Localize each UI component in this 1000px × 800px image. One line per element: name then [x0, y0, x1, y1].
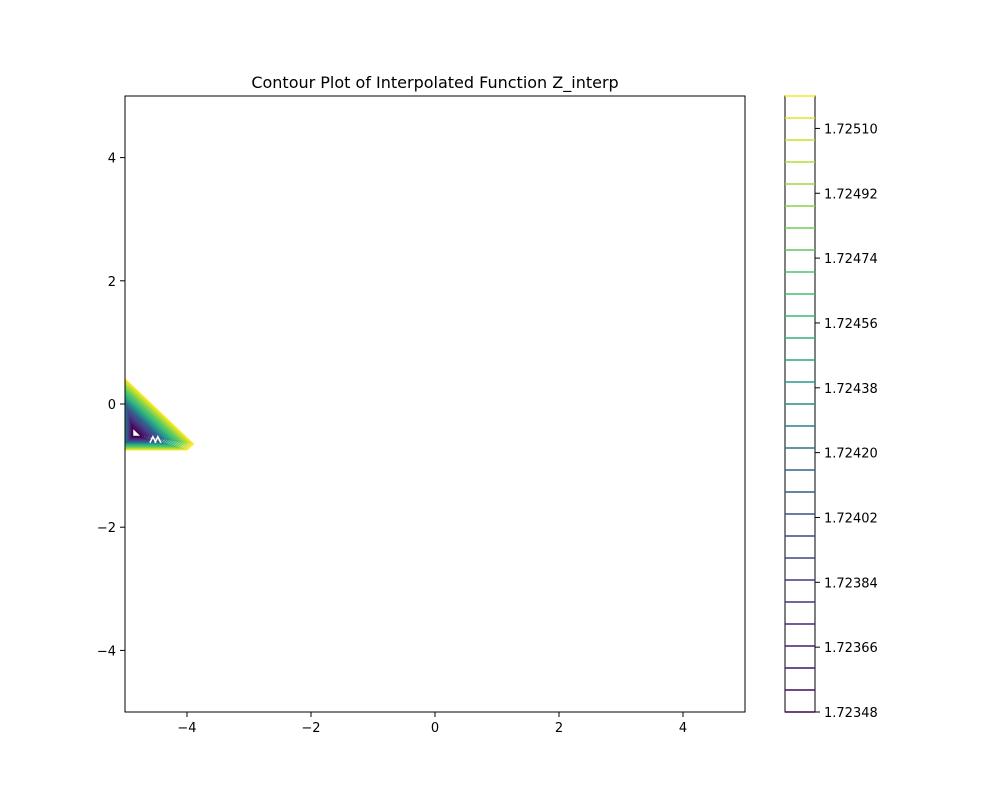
colorbar-tick-label: 1.72348 — [824, 706, 878, 721]
contour-level — [125, 379, 193, 450]
contour-level — [125, 392, 177, 446]
colorbar: 1.72348 1.72366 1.72384 1.72402 1.72420 1.724… — [784, 95, 878, 721]
contour-level — [131, 425, 143, 438]
contour-level — [125, 385, 186, 449]
x-tick-label: 0 — [431, 721, 439, 736]
contour-level — [125, 394, 175, 446]
x-tick-label: −2 — [301, 721, 320, 736]
chart-title: Contour Plot of Interpolated Function Z_… — [251, 73, 618, 93]
colorbar-tick-label: 1.72402 — [824, 511, 878, 526]
x-tick-label: 4 — [679, 721, 687, 736]
colorbar-tick-label: 1.72510 — [824, 122, 878, 137]
plot-frame — [124, 95, 746, 713]
colorbar-tick-label: 1.72366 — [824, 641, 878, 656]
y-tick-label: −2 — [97, 521, 116, 536]
colorbar-ticks: 1.72348 1.72366 1.72384 1.72402 1.72420 1.724… — [815, 122, 878, 721]
y-tick-label: −4 — [97, 644, 116, 659]
contour-hole-mark — [154, 435, 162, 444]
contour-level — [125, 381, 190, 450]
contour-level — [125, 396, 172, 445]
y-tick-label: 0 — [108, 398, 116, 413]
colorbar-tick-label: 1.72420 — [824, 447, 878, 462]
contour-hole-mark — [149, 435, 157, 444]
y-tick-label: 4 — [108, 152, 116, 167]
contour-level — [125, 388, 181, 447]
colorbar-levels — [785, 95, 815, 713]
x-tick-label: 2 — [555, 721, 563, 736]
colorbar-tick-label: 1.72456 — [824, 317, 878, 332]
colorbar-tick-label: 1.72492 — [824, 187, 878, 202]
colorbar-tick-label: 1.72438 — [824, 382, 878, 397]
contour-level — [125, 378, 195, 451]
contour-level — [125, 383, 188, 449]
y-tick-label: 2 — [108, 275, 116, 290]
contour-level — [125, 387, 184, 448]
x-tick-label: −4 — [177, 721, 196, 736]
colorbar-tick-label: 1.72384 — [824, 576, 878, 591]
contour-level — [125, 390, 179, 447]
contour-lines — [125, 378, 195, 451]
x-axis: −4 −2 0 2 4 — [177, 712, 687, 736]
colorbar-tick-label: 1.72474 — [824, 252, 878, 267]
y-axis: −4 −2 0 2 4 — [97, 152, 125, 659]
